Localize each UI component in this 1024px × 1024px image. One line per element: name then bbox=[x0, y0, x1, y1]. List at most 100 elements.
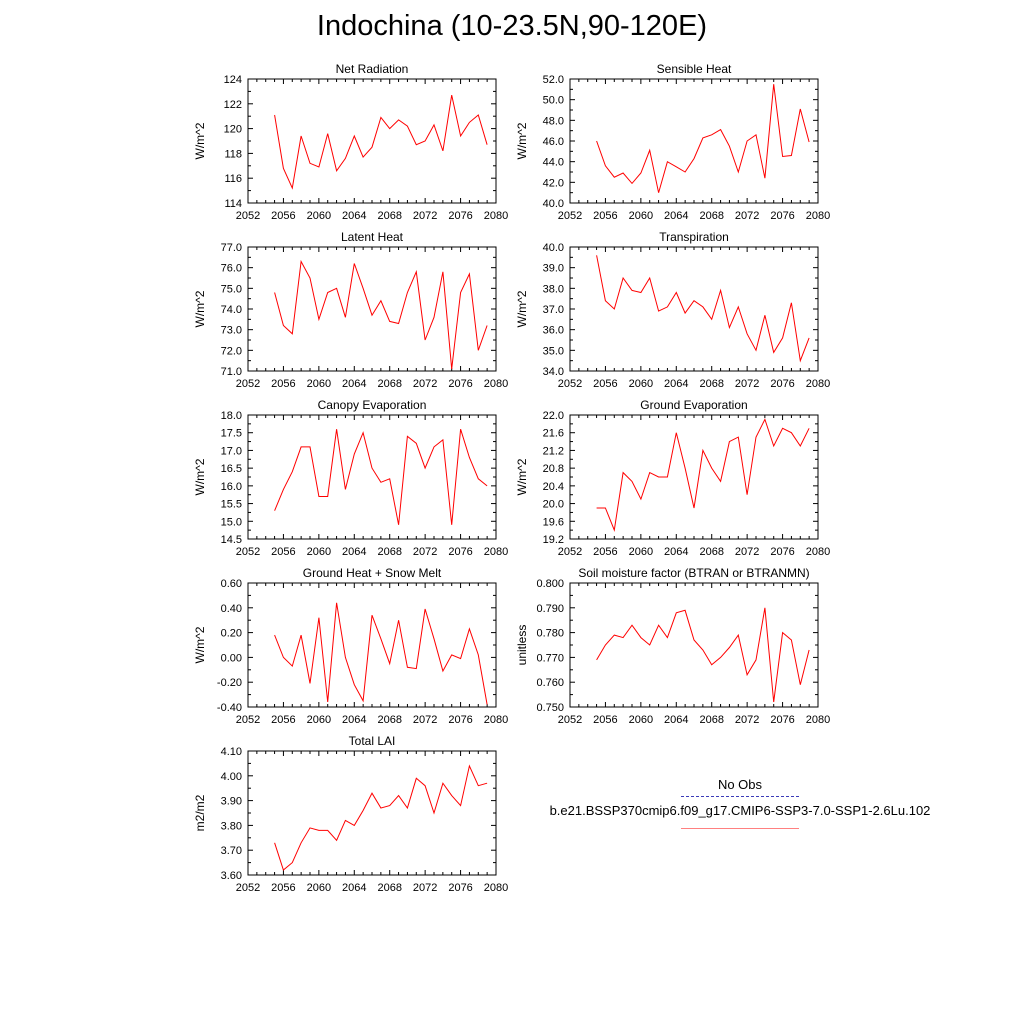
panel-6-xtick-label: 2080 bbox=[806, 546, 830, 558]
panel-2-ylabel: W/m^2 bbox=[515, 122, 529, 159]
panel-5-ytick-label: 16.0 bbox=[221, 481, 242, 493]
panel-8-ytick-label: 0.800 bbox=[536, 578, 564, 590]
panel-1-ytick-label: 120 bbox=[224, 124, 242, 136]
panel-2-xtick-label: 2052 bbox=[558, 210, 582, 222]
panel-8-xtick-label: 2064 bbox=[664, 714, 688, 726]
panel-2-xtick-label: 2068 bbox=[699, 210, 723, 222]
panel-3: Latent Heat 2052 2056 2060 2064 2068 2072 2076 2… bbox=[193, 230, 508, 390]
panel-7-xtick-label: 2060 bbox=[307, 714, 331, 726]
panel-8-ytick-label: 0.780 bbox=[536, 628, 564, 640]
panel-5-xtick-label: 2056 bbox=[271, 546, 295, 558]
figure-title: Indochina (10-23.5N,90-120E) bbox=[316, 10, 708, 42]
panel-9-xtick-label: 2056 bbox=[271, 882, 295, 894]
panel-4-ytick-label: 35.0 bbox=[543, 345, 564, 357]
panel-9-xtick-label: 2064 bbox=[342, 882, 366, 894]
panel-6-xtick-label: 2052 bbox=[558, 546, 582, 558]
panel-2-xtick-label: 2076 bbox=[770, 210, 794, 222]
panel-4-ytick-label: 37.0 bbox=[543, 304, 564, 316]
panel-9-title: Total LAI bbox=[349, 734, 396, 748]
panel-5-ytick-label: 14.5 bbox=[221, 534, 242, 546]
panel-5-xtick-label: 2052 bbox=[236, 546, 260, 558]
panel-1-ytick-label: 124 bbox=[224, 74, 242, 86]
panel-3-xtick-label: 2076 bbox=[448, 378, 472, 390]
panel-8-xtick-label: 2080 bbox=[806, 714, 830, 726]
panel-1: Net Radiation 2052 2056 2060 2064 2068 2072 207… bbox=[193, 62, 508, 222]
panel-7: Ground Heat + Snow Melt 2052 2056 2060 2064 2… bbox=[193, 566, 508, 726]
panel-1-xtick-label: 2064 bbox=[342, 210, 366, 222]
panel-8-xtick-label: 2060 bbox=[629, 714, 653, 726]
panel-3-xtick-label: 2072 bbox=[413, 378, 437, 390]
panel-6-ytick-label: 21.2 bbox=[543, 445, 564, 457]
panel-7-xtick-label: 2072 bbox=[413, 714, 437, 726]
panel-1-xtick-label: 2076 bbox=[448, 210, 472, 222]
panel-3-ytick-label: 75.0 bbox=[221, 283, 242, 295]
panel-9-ytick-label: 4.00 bbox=[221, 771, 242, 783]
panel-6-xtick-label: 2060 bbox=[629, 546, 653, 558]
panel-3-ytick-label: 72.0 bbox=[221, 345, 242, 357]
panel-4-ytick-label: 38.0 bbox=[543, 283, 564, 295]
panel-3-title: Latent Heat bbox=[341, 230, 404, 244]
panel-5-ytick-label: 16.5 bbox=[221, 463, 242, 475]
panel-5-xtick-label: 2060 bbox=[307, 546, 331, 558]
panel-9-xtick-label: 2060 bbox=[307, 882, 331, 894]
panel-2-xtick-label: 2064 bbox=[664, 210, 688, 222]
panel-6-xtick-label: 2076 bbox=[770, 546, 794, 558]
panel-1-title: Net Radiation bbox=[336, 62, 409, 76]
panel-4-xtick-label: 2052 bbox=[558, 378, 582, 390]
panel-5-ytick-label: 15.0 bbox=[221, 516, 242, 528]
panel-7-xtick-label: 2064 bbox=[342, 714, 366, 726]
panel-3-xtick-label: 2052 bbox=[236, 378, 260, 390]
panel-9-series-line bbox=[274, 764, 488, 871]
panel-7-xtick-label: 2052 bbox=[236, 714, 260, 726]
panel-6-frame bbox=[569, 414, 819, 540]
panel-4-xtick-label: 2060 bbox=[629, 378, 653, 390]
panel-5-frame bbox=[247, 414, 497, 540]
panel-6-ytick-label: 21.6 bbox=[543, 428, 564, 440]
panel-1-xtick-label: 2052 bbox=[236, 210, 260, 222]
panel-4: Transpiration 2052 2056 2060 2064 2068 2072 207… bbox=[515, 230, 830, 390]
panel-2-ytick-label: 46.0 bbox=[543, 136, 564, 148]
panel-2-ytick-label: 42.0 bbox=[543, 177, 564, 189]
panel-5-ylabel: W/m^2 bbox=[193, 458, 207, 495]
panel-7-ytick-label: 0.20 bbox=[221, 628, 242, 640]
panel-6-ytick-label: 20.4 bbox=[543, 481, 564, 493]
panel-1-xtick-label: 2072 bbox=[413, 210, 437, 222]
panel-7-ytick-label: -0.20 bbox=[217, 677, 242, 689]
panel-8-ytick-label: 0.770 bbox=[536, 652, 564, 664]
panel-9-xtick-label: 2052 bbox=[236, 882, 260, 894]
panel-8-xtick-label: 2056 bbox=[593, 714, 617, 726]
panel-8-xtick-label: 2072 bbox=[735, 714, 759, 726]
panel-9-ytick-label: 3.80 bbox=[221, 820, 242, 832]
panel-8-ytick-label: 0.790 bbox=[536, 603, 564, 615]
panel-3-xtick-label: 2080 bbox=[484, 378, 508, 390]
panel-2-ytick-label: 48.0 bbox=[543, 115, 564, 127]
panel-9-ytick-label: 3.70 bbox=[221, 845, 242, 857]
panel-7-frame bbox=[247, 582, 497, 708]
panel-3-xtick-label: 2056 bbox=[271, 378, 295, 390]
panel-6-ytick-label: 19.2 bbox=[543, 534, 564, 546]
legend-entry-obs: No Obs bbox=[520, 777, 960, 797]
panel-2: Sensible Heat 2052 2056 2060 2064 2068 2072 207… bbox=[515, 62, 830, 222]
panel-5-title: Canopy Evaporation bbox=[318, 398, 427, 412]
panel-2-xtick-label: 2056 bbox=[593, 210, 617, 222]
panel-6-xtick-label: 2072 bbox=[735, 546, 759, 558]
panel-7-ytick-label: 0.00 bbox=[221, 652, 242, 664]
panel-2-ytick-label: 50.0 bbox=[543, 95, 564, 107]
panel-5-xtick-label: 2068 bbox=[377, 546, 401, 558]
panel-7-ytick-label: -0.40 bbox=[217, 702, 242, 714]
panel-3-xtick-label: 2060 bbox=[307, 378, 331, 390]
panel-3-ytick-label: 77.0 bbox=[221, 242, 242, 254]
panel-7-xtick-label: 2080 bbox=[484, 714, 508, 726]
panel-8-title: Soil moisture factor (BTRAN or BTRANMN) bbox=[578, 566, 809, 580]
panel-7-series-line bbox=[274, 602, 488, 705]
panel-6-xtick-label: 2056 bbox=[593, 546, 617, 558]
panel-1-xtick-label: 2068 bbox=[377, 210, 401, 222]
panel-4-xtick-label: 2064 bbox=[664, 378, 688, 390]
panel-7-xtick-label: 2076 bbox=[448, 714, 472, 726]
panel-8-xtick-label: 2068 bbox=[699, 714, 723, 726]
panel-2-ytick-label: 40.0 bbox=[543, 198, 564, 210]
panel-7-ylabel: W/m^2 bbox=[193, 626, 207, 663]
panel-4-frame bbox=[569, 246, 819, 372]
panel-7-xtick-label: 2068 bbox=[377, 714, 401, 726]
